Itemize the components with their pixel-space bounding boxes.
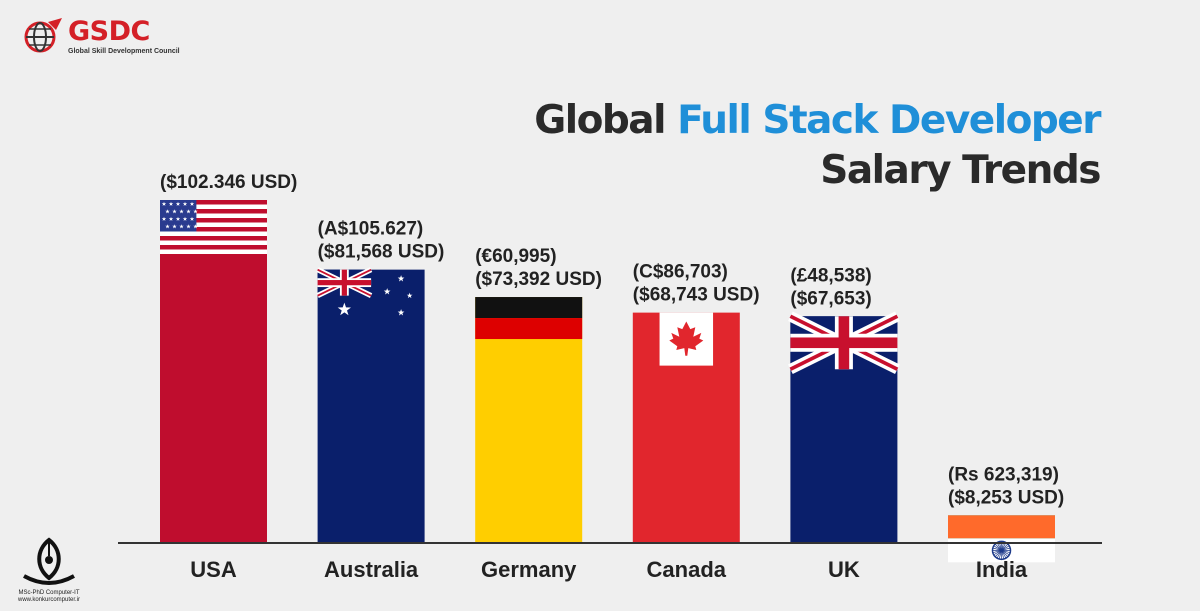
value-label-germany: ($73,392 USD) xyxy=(475,269,602,290)
value-label-usa: ($102.346 USD) xyxy=(160,172,297,193)
watermark-line2: www.konkurcomputer.ir xyxy=(17,597,81,603)
bar-uk xyxy=(788,311,900,543)
value-label-uk: ($67,653) xyxy=(790,288,871,309)
bar-usa xyxy=(160,200,267,543)
gsdc-logo: GSDC Global Skill Development Council xyxy=(22,16,182,60)
pen-book-icon xyxy=(23,537,75,585)
value-label-india: (Rs 623,319) xyxy=(948,464,1059,485)
category-label-uk: UK xyxy=(828,557,860,582)
title-line2: Salary Trends xyxy=(820,148,1101,193)
value-label-canada: (C$86,703) xyxy=(633,262,728,283)
bar-india xyxy=(948,515,1055,563)
watermark: MSc-PhD Computer-IT www.konkurcomputer.i… xyxy=(14,534,84,608)
category-label-canada: Canada xyxy=(647,557,727,582)
bar-australia xyxy=(316,267,425,543)
value-label-australia: (A$105.627) xyxy=(318,219,424,240)
category-label-usa: USA xyxy=(190,557,237,582)
value-label-uk: (£48,538) xyxy=(790,265,871,286)
watermark-line1: MSc-PhD Computer-IT xyxy=(18,590,80,596)
category-label-germany: Germany xyxy=(481,557,577,582)
title-accent: Full Stack Developer xyxy=(677,98,1101,143)
bar-canada xyxy=(632,312,740,543)
value-label-canada: ($68,743 USD) xyxy=(633,285,760,306)
category-label-india: India xyxy=(976,557,1028,582)
logo-subtitle: Global Skill Development Council xyxy=(68,48,180,55)
value-label-germany: (€60,995) xyxy=(475,246,556,267)
title-part1: Global xyxy=(534,98,678,143)
chart-title: Global Full Stack Developer Salary Trend… xyxy=(534,96,1101,196)
logo-text: GSDC xyxy=(68,16,150,47)
category-label-australia: Australia xyxy=(324,557,419,582)
value-label-india: ($8,253 USD) xyxy=(948,487,1064,508)
globe-icon xyxy=(24,18,62,53)
value-label-australia: ($81,568 USD) xyxy=(318,242,445,263)
bar-germany xyxy=(475,297,583,543)
